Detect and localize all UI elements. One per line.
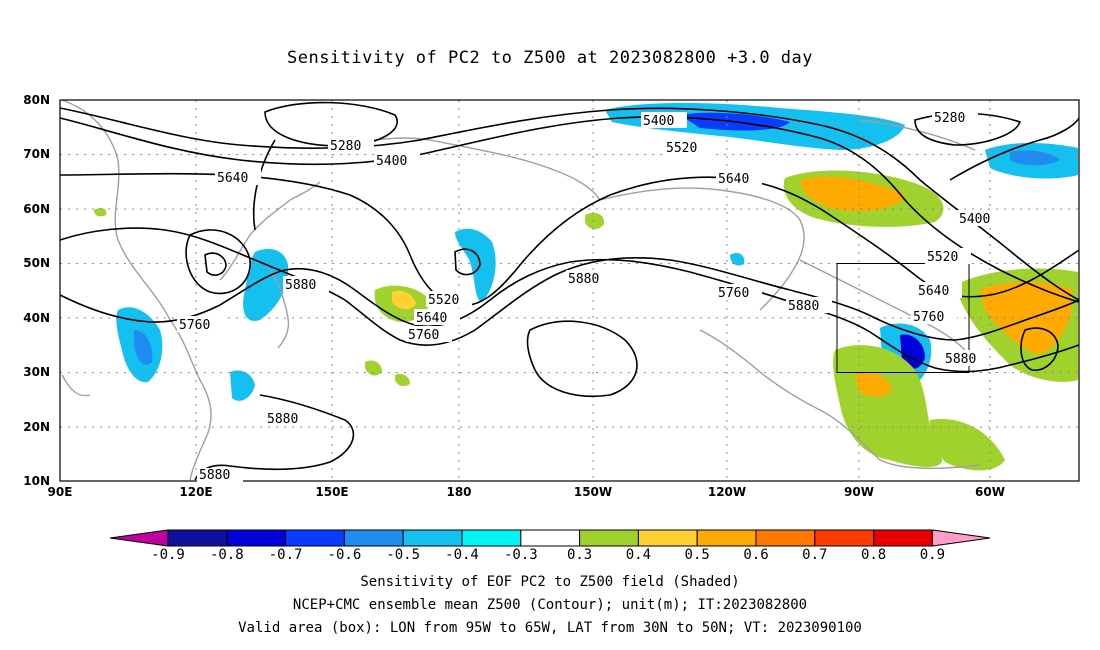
map-title: Sensitivity of PC2 to Z500 at 2023082800… [286, 48, 813, 68]
contour-label: 5760 [718, 286, 749, 301]
contour-label: 5640 [918, 284, 949, 299]
contour-label: 5760 [408, 328, 439, 343]
lat-label: 30N [23, 365, 50, 379]
negative-shading-greenland-core [1010, 150, 1060, 166]
coastlines [61, 99, 981, 481]
z500-contours [59, 101, 1080, 481]
contour-label: 5760 [913, 310, 944, 325]
colorbar-swatch [814, 529, 875, 547]
negative-shading-asia1-core [134, 330, 153, 365]
colorbar-tick-label: 0.5 [684, 547, 710, 563]
colorbar-swatch [873, 529, 933, 547]
contour-label: 5400 [959, 212, 990, 227]
lat-label: 20N [23, 420, 50, 434]
contour-label: 5880 [568, 272, 599, 287]
plot-frame [59, 99, 1080, 482]
lat-label: 40N [23, 311, 50, 325]
colorbar-swatch [285, 529, 345, 547]
colorbar-swatch [755, 529, 816, 547]
positive-shading-pacific-core [392, 290, 416, 310]
colorbar-tick-label: 0.8 [860, 547, 887, 563]
colorbar-right-triangle [931, 529, 991, 547]
contour-labels: 5280 5400 5640 5880 5760 5520 5640 5760 … [177, 109, 1003, 483]
positive-shading-small3 [365, 360, 382, 376]
colorbar-tick-label: -0.4 [445, 547, 479, 563]
lon-label: 150E [315, 485, 349, 499]
negative-shading-japan [243, 248, 289, 321]
lat-label: 50N [23, 256, 50, 270]
lat-label: 60N [23, 202, 50, 216]
positive-shading-caribbean [929, 419, 1005, 471]
colorbar-tick-label: 0.6 [743, 547, 769, 563]
contour-label: 5640 [718, 172, 749, 187]
colorbar-swatch [520, 529, 581, 547]
colorbar-tick-label: 0.3 [566, 547, 593, 563]
contour-label: 5400 [643, 114, 674, 129]
lon-label: 90E [47, 485, 73, 499]
lon-label: 150W [573, 485, 613, 499]
colorbar-swatch [637, 529, 698, 547]
contour-label: 5880 [945, 352, 976, 367]
lon-label: 60W [975, 485, 1005, 499]
contour-label: 5400 [376, 154, 407, 169]
colorbar [109, 529, 991, 547]
lon-label: 90W [844, 485, 874, 499]
contour-label: 5880 [285, 278, 316, 293]
colorbar-swatch [579, 529, 639, 547]
colorbar-left-triangle [109, 529, 169, 547]
contour-label: 5280 [330, 139, 361, 154]
colorbar-tick-label: -0.9 [151, 547, 185, 563]
caption-line-3: Valid area (box): LON from 95W to 65W, L… [238, 620, 862, 636]
contour-label: 5880 [788, 299, 819, 314]
colorbar-swatch [226, 529, 287, 547]
colorbar-tick-label: 0.7 [802, 547, 828, 563]
contour-label: 5880 [267, 412, 298, 427]
contour-label: 5520 [666, 141, 697, 156]
negative-shading-small1 [230, 370, 255, 401]
contour-label: 5640 [217, 171, 248, 186]
positive-shading-gulf-core [855, 372, 892, 397]
colorbar-swatch [461, 529, 522, 547]
colorbar-tick-label: -0.5 [386, 547, 421, 563]
colorbar-tick-label: -0.6 [327, 547, 362, 563]
colorbar-tick-label: 0.4 [625, 547, 652, 563]
contour-label: 5280 [934, 111, 965, 126]
colorbar-tick-label: 0.9 [919, 547, 946, 563]
colorbar-swatch [343, 529, 404, 547]
valid-area-box [836, 263, 970, 373]
lon-label: 120W [707, 485, 747, 499]
negative-shading-dateline [455, 228, 496, 302]
positive-shading-small2 [585, 212, 605, 230]
colorbar-swatch [696, 529, 757, 547]
lat-label: 70N [23, 147, 50, 161]
contour-label: 5520 [927, 250, 958, 265]
positive-shading-small1 [94, 207, 107, 217]
caption-line-2: NCEP+CMC ensemble mean Z500 (Contour); u… [292, 597, 808, 613]
colorbar-tick-label: -0.3 [503, 547, 538, 563]
contour-label: 5640 [416, 311, 447, 326]
positive-shading-hudson-core [800, 176, 905, 212]
contour-label: 5880 [199, 468, 230, 483]
lon-label: 180 [446, 485, 472, 499]
colorbar-tick-label: -0.8 [209, 547, 244, 563]
lat-label: 10N [23, 474, 50, 488]
caption-line-1: Sensitivity of EOF PC2 to Z500 field (Sh… [360, 574, 740, 590]
contour-label: 5760 [179, 318, 210, 333]
contour-label: 5520 [428, 293, 459, 308]
colorbar-swatch [402, 529, 463, 547]
colorbar-tick-label: -0.7 [268, 547, 303, 563]
positive-shading-atlantic-east-core [980, 281, 1073, 355]
negative-shading-canada [730, 253, 745, 266]
colorbar-swatch [167, 529, 228, 547]
lon-label: 120E [179, 485, 213, 499]
negative-shading-atlantic-core [900, 334, 925, 369]
lat-label: 80N [23, 93, 50, 107]
positive-shading-small4 [395, 374, 410, 387]
